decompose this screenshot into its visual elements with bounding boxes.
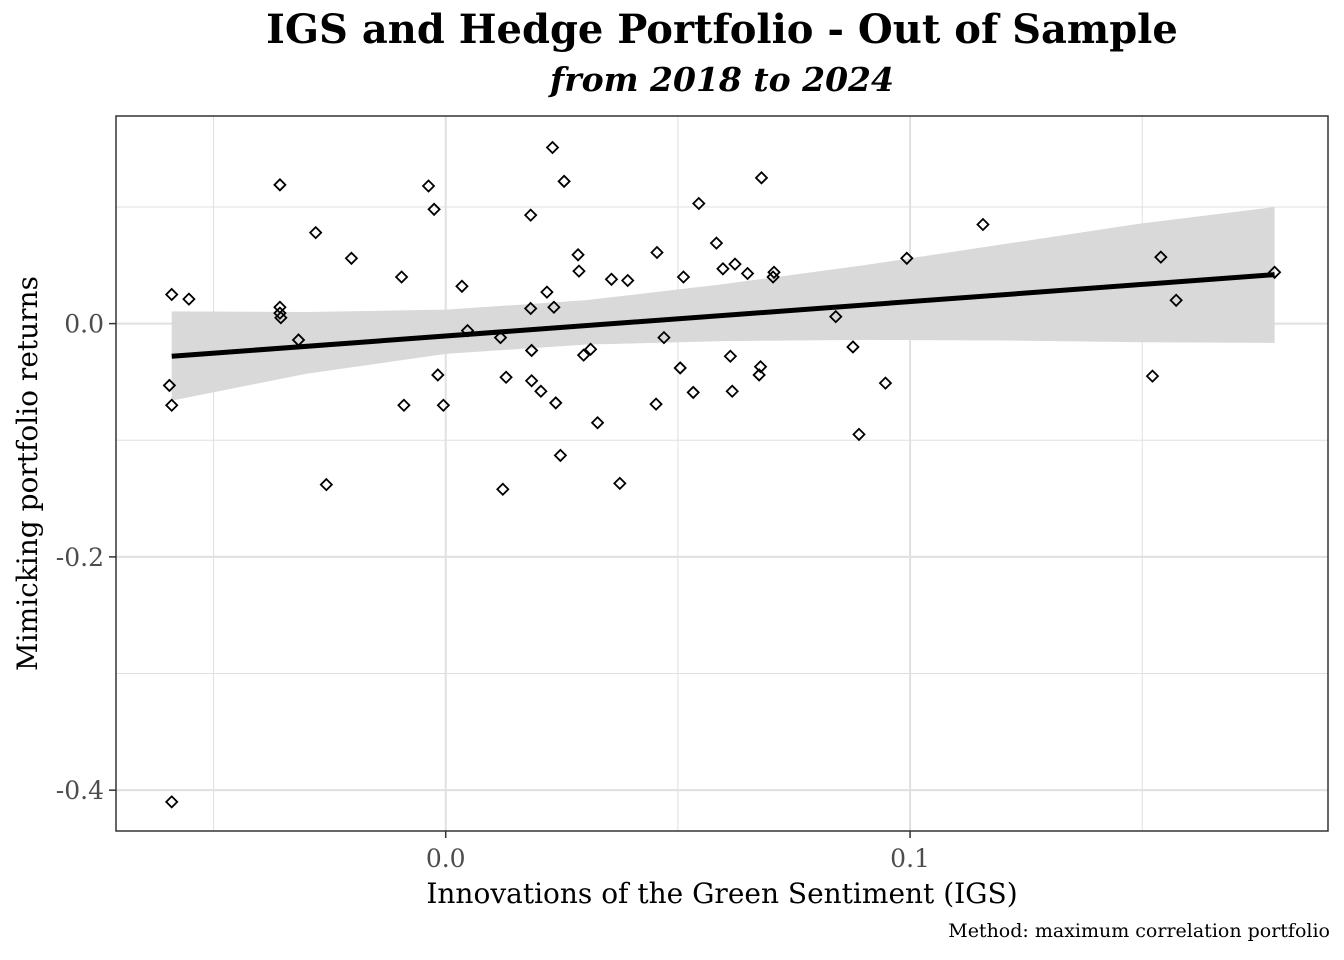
data-point	[460, 323, 475, 338]
x-tick-label: 0.1	[890, 844, 930, 873]
data-point	[613, 476, 627, 491]
data-point	[557, 174, 571, 189]
data-point	[274, 311, 288, 325]
data-point	[427, 202, 441, 217]
data-point	[164, 287, 179, 302]
data-point	[534, 384, 548, 399]
data-point	[728, 257, 742, 271]
data-point	[182, 292, 196, 306]
data-point	[162, 378, 177, 393]
chart-title: IGS and Hedge Portfolio - Out of Sample	[266, 6, 1178, 53]
data-point	[620, 273, 635, 288]
data-point	[545, 140, 560, 155]
data-point	[273, 306, 287, 320]
y-tick-label: -0.4	[56, 776, 104, 805]
data-point	[493, 330, 508, 345]
data-point	[1145, 369, 1160, 383]
y-tick-label: 0.0	[64, 310, 104, 339]
data-point	[846, 340, 860, 354]
data-point	[725, 384, 739, 399]
data-point	[657, 330, 671, 345]
data-points	[162, 140, 1282, 809]
data-point	[828, 309, 843, 324]
data-point	[344, 251, 359, 266]
data-point	[319, 477, 334, 492]
data-point	[524, 343, 539, 358]
data-point	[852, 427, 866, 442]
data-point	[740, 266, 755, 281]
x-axis-title: Innovations of the Green Sentiment (IGS)	[426, 877, 1017, 910]
data-point	[431, 368, 445, 382]
chart-subtitle: from 2018 to 2024	[550, 60, 894, 99]
data-point	[308, 225, 323, 240]
data-point	[676, 270, 691, 284]
data-point	[548, 396, 563, 410]
regression-line	[171, 272, 1275, 359]
panel-border	[115, 115, 1329, 832]
data-point	[164, 795, 179, 809]
data-point	[976, 217, 990, 232]
data-point	[686, 385, 700, 400]
data-point	[650, 245, 664, 260]
data-point	[421, 179, 436, 193]
data-point	[1154, 250, 1168, 264]
data-point	[397, 398, 411, 413]
data-point	[752, 368, 766, 382]
data-point	[692, 196, 706, 211]
data-point	[547, 300, 561, 315]
y-tick-label: -0.2	[56, 543, 104, 572]
data-point	[767, 265, 781, 280]
data-point	[754, 171, 769, 185]
data-point	[604, 272, 619, 287]
data-point	[164, 398, 179, 413]
data-point	[436, 398, 451, 413]
data-point	[394, 270, 409, 284]
data-point	[499, 370, 513, 385]
data-point	[273, 178, 287, 192]
axes: 0.0 0.1 0.0 -0.2 -0.4	[56, 310, 930, 873]
data-point	[716, 262, 730, 276]
data-point	[1169, 293, 1183, 308]
data-point	[709, 236, 724, 250]
data-point	[553, 448, 568, 463]
data-point	[1267, 265, 1282, 280]
data-point	[649, 397, 663, 411]
chart-caption: Method: maximum correlation portfolio	[948, 920, 1330, 942]
data-point	[753, 360, 768, 374]
data-point	[540, 285, 554, 299]
data-point	[723, 349, 738, 364]
data-point	[291, 333, 306, 347]
x-tick-label: 0.0	[426, 844, 466, 873]
data-point	[496, 482, 510, 497]
data-point	[673, 361, 687, 375]
data-point	[576, 348, 591, 362]
confidence-band	[171, 207, 1275, 401]
data-point	[455, 279, 469, 294]
data-point	[572, 264, 586, 278]
data-point	[524, 373, 539, 388]
data-point	[523, 301, 538, 316]
y-axis-title: Mimicking portfolio returns	[11, 276, 44, 671]
data-point	[900, 251, 914, 266]
data-point	[583, 342, 598, 357]
data-point	[571, 248, 585, 262]
data-point	[590, 415, 605, 430]
data-point	[523, 208, 538, 222]
data-point	[878, 376, 893, 390]
